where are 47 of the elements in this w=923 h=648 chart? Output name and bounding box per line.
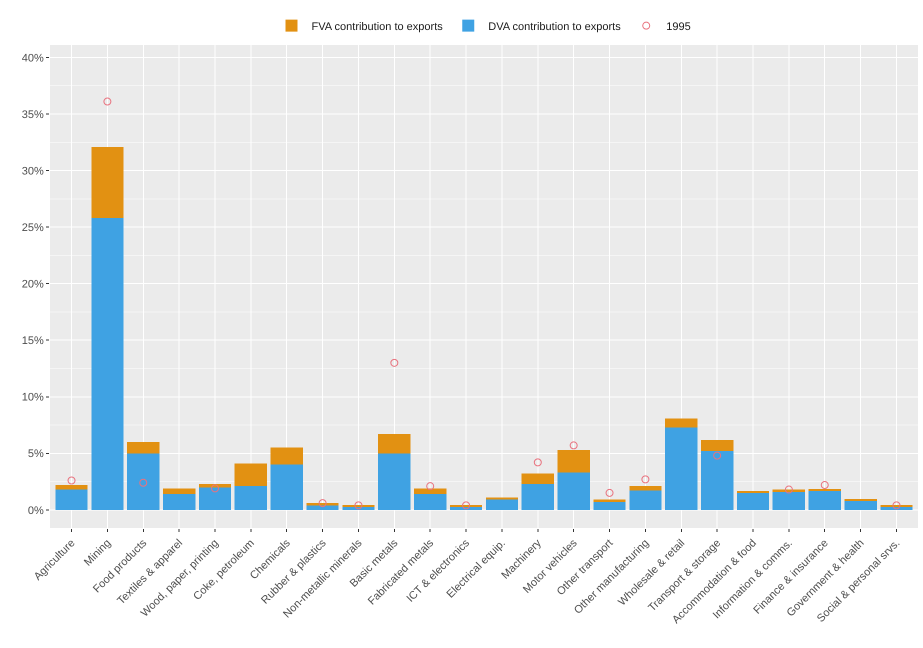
bar <box>701 451 734 510</box>
bar <box>665 418 698 428</box>
y-tick-label: 10% <box>22 392 44 404</box>
bar <box>701 440 734 452</box>
y-tick-label: 15% <box>22 335 44 348</box>
y-tick-label: 30% <box>22 165 44 178</box>
bar <box>198 487 232 510</box>
y-tick-label: 20% <box>22 278 44 291</box>
bar <box>306 505 339 510</box>
y-tick-label: 0% <box>28 504 44 517</box>
bar <box>558 472 590 510</box>
y-tick-label: 40% <box>22 52 44 64</box>
bar <box>629 486 662 491</box>
bar <box>808 490 841 510</box>
bar <box>736 492 770 510</box>
bar <box>629 490 662 510</box>
y-tick-label: 35% <box>22 108 44 121</box>
bar <box>91 146 124 218</box>
legend-label: DVA contribution to exports <box>488 20 622 33</box>
bar <box>234 486 267 510</box>
bar <box>665 427 698 510</box>
bar <box>844 500 877 510</box>
legend-label: 1995 <box>666 20 691 33</box>
bar <box>91 218 124 510</box>
bar <box>127 442 160 454</box>
bar <box>162 494 196 510</box>
y-tick-label: 25% <box>22 222 44 234</box>
bar <box>772 492 806 510</box>
bar <box>414 494 446 510</box>
bar <box>270 464 303 510</box>
bar <box>378 434 410 454</box>
bar <box>127 453 160 510</box>
bar <box>486 500 518 510</box>
y-tick-label: 5% <box>28 448 44 460</box>
bar <box>55 490 88 510</box>
bar <box>234 464 267 486</box>
bar <box>55 485 88 490</box>
bar <box>522 474 554 484</box>
bar <box>270 448 303 465</box>
bar <box>593 502 626 510</box>
bar <box>198 484 232 488</box>
bar <box>414 488 446 494</box>
bar <box>558 450 590 473</box>
bar <box>162 488 196 494</box>
legend-label: FVA contribution to exports <box>312 20 444 33</box>
bar <box>522 484 554 510</box>
bar <box>378 453 410 510</box>
